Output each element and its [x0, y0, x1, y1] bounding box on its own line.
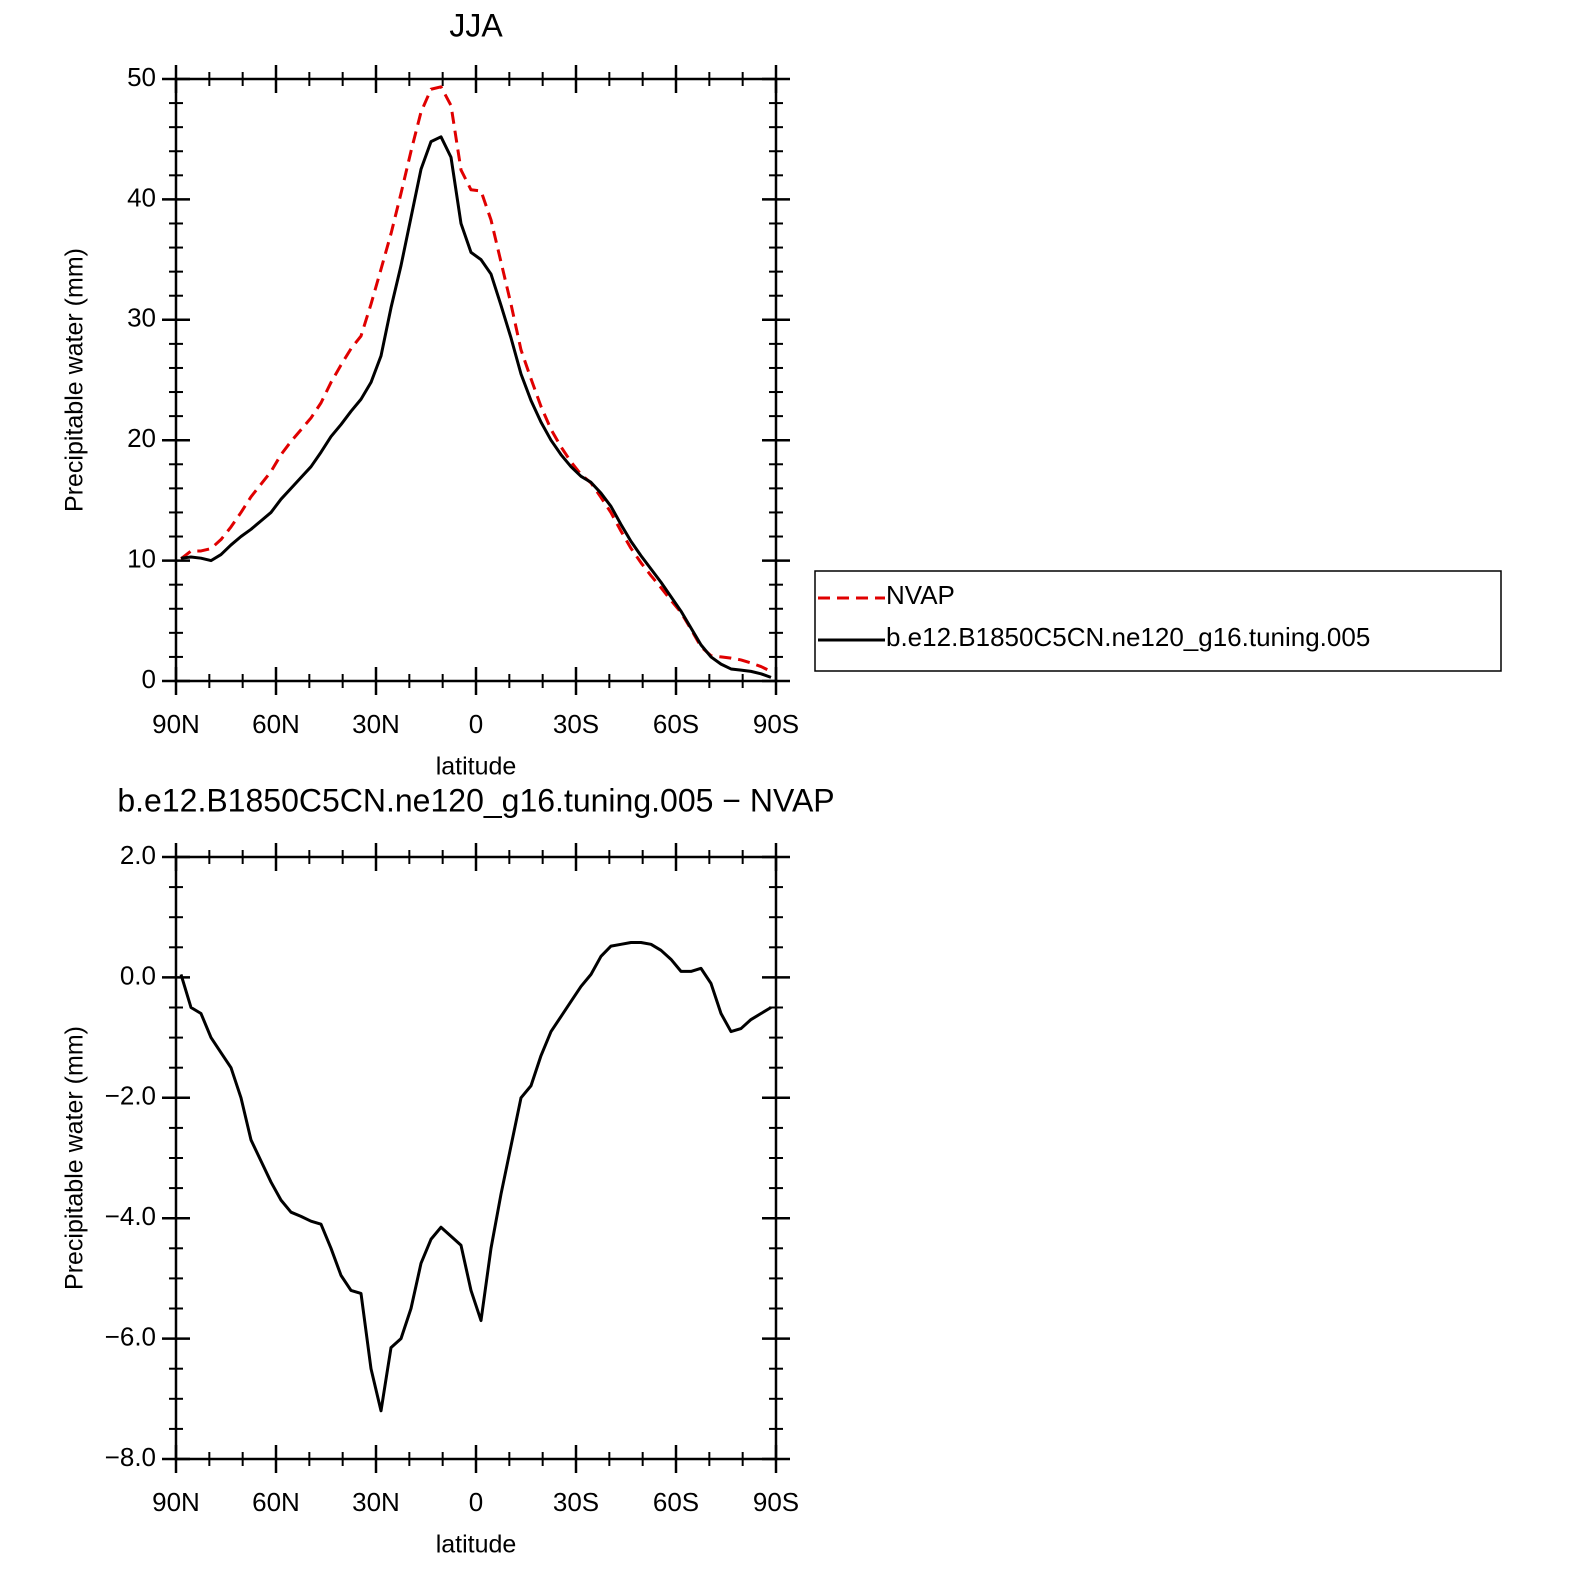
x-tick-label: 90S [753, 709, 799, 739]
x-tick-label: 60N [252, 1487, 300, 1517]
chart-title: b.e12.B1850C5CN.ne120_g16.tuning.005 − N… [117, 782, 834, 818]
y-tick-label: 2.0 [120, 840, 156, 870]
x-tick-label: 90N [152, 709, 200, 739]
y-axis-label: Precipitable water (mm) [61, 1026, 89, 1290]
legend-label: NVAP [886, 580, 955, 610]
x-tick-label: 60S [653, 709, 699, 739]
y-tick-label: 50 [127, 62, 156, 92]
x-tick-label: 30N [352, 1487, 400, 1517]
x-tick-label: 30S [553, 1487, 599, 1517]
y-tick-label: −4.0 [105, 1201, 156, 1231]
data-line [179, 940, 772, 1413]
x-axis-label: latitude [436, 1531, 517, 1559]
x-tick-label: 0 [469, 709, 483, 739]
x-axis-label: latitude [436, 753, 517, 781]
chart-title: JJA [449, 7, 503, 43]
y-tick-label: 10 [127, 543, 156, 573]
legend-box [814, 570, 1502, 672]
y-tick-label: −2.0 [105, 1081, 156, 1111]
legend-label: b.e12.B1850C5CN.ne120_g16.tuning.005 [886, 622, 1370, 652]
y-axis-label: Precipitable water (mm) [61, 248, 89, 512]
y-tick-label: 30 [127, 303, 156, 333]
x-tick-label: 90S [753, 1487, 799, 1517]
x-tick-label: 30N [352, 709, 400, 739]
x-tick-label: 90N [152, 1487, 200, 1517]
y-tick-label: 0.0 [120, 960, 156, 990]
data-line [180, 135, 772, 679]
data-line [180, 85, 772, 673]
x-tick-label: 60S [653, 1487, 699, 1517]
y-tick-label: 40 [127, 182, 156, 212]
x-tick-label: 30S [553, 709, 599, 739]
y-tick-label: 0 [142, 664, 156, 694]
x-tick-label: 60N [252, 709, 300, 739]
y-tick-label: −6.0 [105, 1321, 156, 1351]
x-tick-label: 0 [469, 1487, 483, 1517]
plot-frame [174, 77, 778, 683]
y-tick-label: −8.0 [105, 1442, 156, 1472]
plot-frame [174, 855, 778, 1461]
y-tick-label: 20 [127, 423, 156, 453]
